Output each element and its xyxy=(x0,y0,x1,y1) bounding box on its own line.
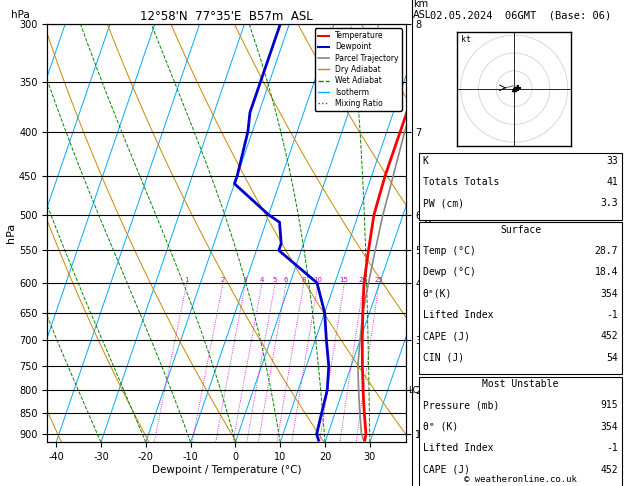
Text: CIN (J): CIN (J) xyxy=(423,353,464,363)
FancyBboxPatch shape xyxy=(418,153,623,220)
Y-axis label: Mixing Ratio (g/kg): Mixing Ratio (g/kg) xyxy=(425,187,435,279)
Text: PW (cm): PW (cm) xyxy=(423,198,464,208)
FancyBboxPatch shape xyxy=(418,377,623,486)
Text: Surface: Surface xyxy=(500,225,541,235)
Text: 41: 41 xyxy=(606,177,618,187)
Text: Totals Totals: Totals Totals xyxy=(423,177,499,187)
Text: 354: 354 xyxy=(601,422,618,432)
Text: K: K xyxy=(423,156,429,166)
Text: Most Unstable: Most Unstable xyxy=(482,379,559,389)
Text: 25: 25 xyxy=(374,277,383,282)
Title: 12°58'N  77°35'E  B57m  ASL: 12°58'N 77°35'E B57m ASL xyxy=(140,10,313,23)
Text: 20: 20 xyxy=(359,277,368,282)
Text: © weatheronline.co.uk: © weatheronline.co.uk xyxy=(464,474,577,484)
Text: Temp (°C): Temp (°C) xyxy=(423,246,476,256)
Text: CAPE (J): CAPE (J) xyxy=(423,331,470,342)
Text: 1: 1 xyxy=(184,277,189,282)
Text: Pressure (mb): Pressure (mb) xyxy=(423,400,499,411)
Text: hPa: hPa xyxy=(11,10,30,20)
Text: 02.05.2024  06GMT  (Base: 06): 02.05.2024 06GMT (Base: 06) xyxy=(430,11,611,21)
Text: -1: -1 xyxy=(606,443,618,453)
FancyBboxPatch shape xyxy=(418,222,623,374)
Text: -1: -1 xyxy=(606,310,618,320)
Text: 33: 33 xyxy=(606,156,618,166)
Y-axis label: hPa: hPa xyxy=(6,223,16,243)
Text: 354: 354 xyxy=(601,289,618,299)
Text: 18.4: 18.4 xyxy=(594,267,618,278)
Text: 3: 3 xyxy=(243,277,247,282)
Text: Lifted Index: Lifted Index xyxy=(423,443,493,453)
Text: 4: 4 xyxy=(259,277,264,282)
Text: 3.3: 3.3 xyxy=(601,198,618,208)
Text: 452: 452 xyxy=(601,331,618,342)
Text: 915: 915 xyxy=(601,400,618,411)
X-axis label: Dewpoint / Temperature (°C): Dewpoint / Temperature (°C) xyxy=(152,465,301,475)
Text: 6: 6 xyxy=(283,277,288,282)
Text: θᵉ(K): θᵉ(K) xyxy=(423,289,452,299)
Text: 28.7: 28.7 xyxy=(594,246,618,256)
Text: 452: 452 xyxy=(601,465,618,475)
Text: θᵉ (K): θᵉ (K) xyxy=(423,422,458,432)
Text: 54: 54 xyxy=(606,353,618,363)
Text: 15: 15 xyxy=(340,277,348,282)
Text: 8: 8 xyxy=(301,277,306,282)
Text: CAPE (J): CAPE (J) xyxy=(423,465,470,475)
Text: km
ASL: km ASL xyxy=(413,0,431,20)
Legend: Temperature, Dewpoint, Parcel Trajectory, Dry Adiabat, Wet Adiabat, Isotherm, Mi: Temperature, Dewpoint, Parcel Trajectory… xyxy=(314,28,402,111)
Text: LCL: LCL xyxy=(408,385,423,395)
Text: 5: 5 xyxy=(272,277,277,282)
Text: 2: 2 xyxy=(220,277,225,282)
Text: kt: kt xyxy=(460,35,470,44)
Text: 10: 10 xyxy=(313,277,322,282)
Text: Dewp (°C): Dewp (°C) xyxy=(423,267,476,278)
Text: Lifted Index: Lifted Index xyxy=(423,310,493,320)
